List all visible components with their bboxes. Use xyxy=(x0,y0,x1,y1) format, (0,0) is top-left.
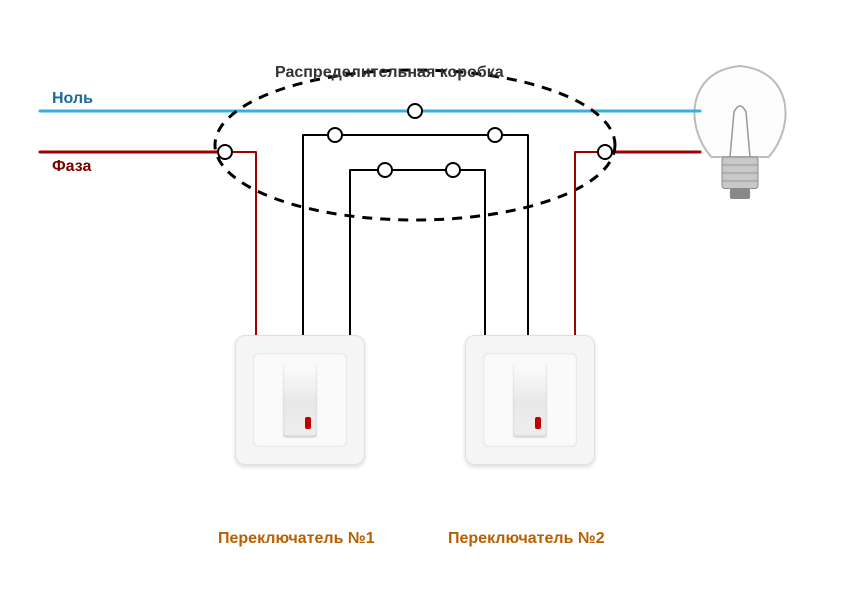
switch-1-label: Переключатель №1 xyxy=(218,530,375,548)
switch-1 xyxy=(235,335,365,465)
wiring-diagram xyxy=(0,0,845,589)
junction-box-label: Распределительная коробка xyxy=(275,64,504,82)
switch-2 xyxy=(465,335,595,465)
neutral-label: Ноль xyxy=(52,90,93,108)
switch-2-label: Переключатель №2 xyxy=(448,530,605,548)
phase-label: Фаза xyxy=(52,158,91,176)
